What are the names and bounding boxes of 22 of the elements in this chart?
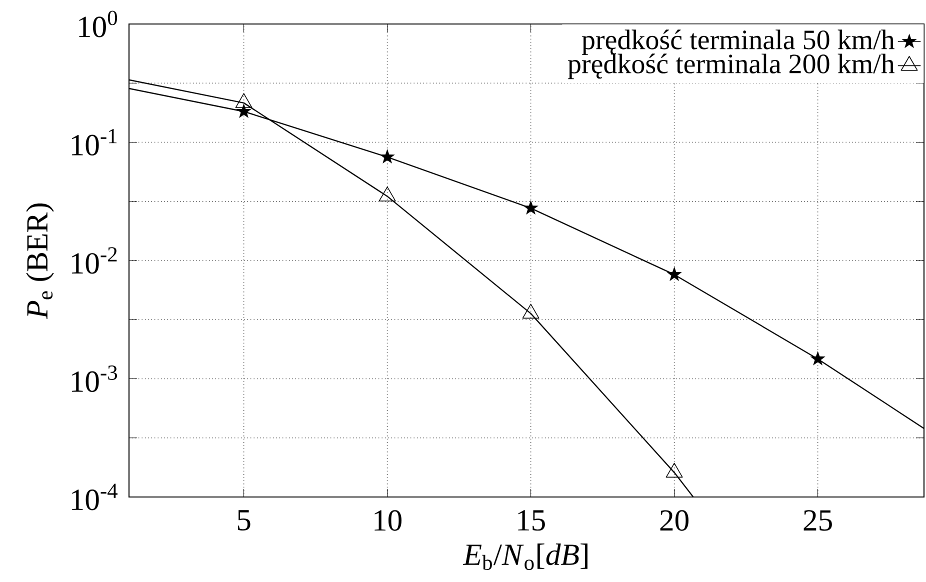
x-tick-label: 10 (374, 510, 402, 531)
y-tick-label: 10$^{-1}$ (72, 128, 117, 156)
point (235, 93, 252, 108)
x-tick-label: 25 (804, 510, 832, 531)
x-tick-label: 5 (238, 510, 250, 531)
y-tick-label: 10$^{-3}$ (72, 365, 118, 392)
y-tick-label: 10$^{-4}$ (72, 484, 118, 510)
y-tick-label: 10$^{-2}$ (72, 247, 117, 274)
point (523, 200, 538, 215)
point (666, 462, 683, 478)
y-axis-title: P$_{e}$ (BER) (26, 204, 54, 319)
legend-label: prędkość terminala 200 km/h (568, 54, 894, 80)
y-tick-label: 10$^{0}$ (79, 10, 118, 38)
point (810, 350, 826, 366)
point (380, 149, 395, 164)
point (666, 266, 682, 282)
x-tick-label: 15 (518, 510, 545, 531)
point (236, 104, 252, 118)
point (522, 304, 540, 319)
point (378, 186, 396, 202)
x-axis-title: E$_{b}$/N$_{o}$[dB] (462, 544, 588, 570)
x-tick-label: 20 (660, 510, 688, 531)
